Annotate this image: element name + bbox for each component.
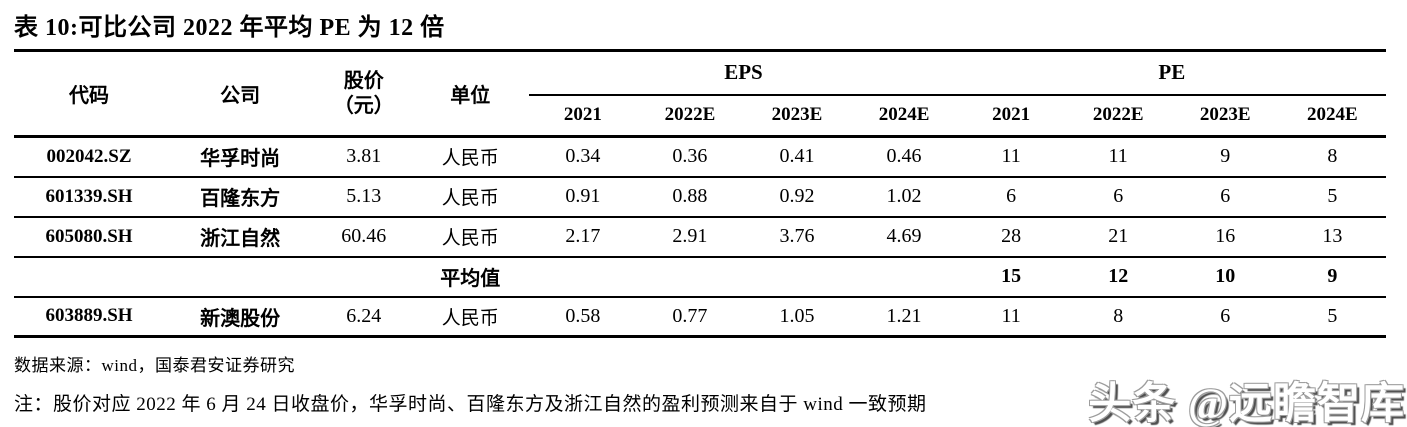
cell-eps-2021: 2.17 [529, 216, 637, 258]
cell-eps-2024e: 1.02 [850, 176, 958, 218]
cell-pe-2021: 15 [957, 256, 1065, 298]
cell-code: 603889.SH [14, 296, 165, 338]
col-header-price: 股价 （元） [316, 50, 412, 138]
cell-unit: 人民币 [411, 136, 530, 178]
table-row-huafu: 002042.SZ 华孚时尚 3.81 人民币 0.34 0.36 0.41 0… [14, 136, 1386, 178]
cell-pe-2021: 28 [957, 216, 1065, 258]
col-header-unit: 单位 [411, 50, 530, 138]
cell-eps-2023e: 0.92 [743, 176, 851, 218]
cell-company: 浙江自然 [164, 216, 317, 258]
cell-pe-2024e: 8 [1278, 136, 1386, 178]
cell-eps-2022e-empty [636, 256, 744, 298]
cell-price-empty [316, 256, 412, 298]
table-row-bailong: 601339.SH 百隆东方 5.13 人民币 0.91 0.88 0.92 1… [14, 176, 1386, 218]
cell-eps-2024e: 1.21 [850, 296, 958, 338]
cell-pe-2024e: 5 [1278, 176, 1386, 218]
cell-eps-2021-empty [529, 256, 637, 298]
cell-pe-2023e: 9 [1171, 136, 1279, 178]
cell-unit: 人民币 [411, 216, 530, 258]
cell-eps-2021: 0.34 [529, 136, 637, 178]
cell-price: 60.46 [316, 216, 412, 258]
cell-pe-2022e: 12 [1064, 256, 1172, 298]
cell-price: 5.13 [316, 176, 412, 218]
cell-pe-2022e: 21 [1064, 216, 1172, 258]
group-header-eps: EPS [529, 50, 958, 96]
cell-price: 3.81 [316, 136, 412, 178]
cell-unit: 人民币 [411, 176, 530, 218]
cell-pe-2022e: 11 [1064, 136, 1172, 178]
group-header-pe: PE [957, 50, 1386, 96]
cell-eps-2024e: 0.46 [850, 136, 958, 178]
header-year-row: 2021 2022E 2023E 2024E 2021 2022E 2023E … [14, 94, 1386, 138]
cell-company: 百隆东方 [164, 176, 317, 218]
cell-eps-2022e: 0.88 [636, 176, 744, 218]
cell-eps-2022e: 0.36 [636, 136, 744, 178]
col-header-code: 代码 [14, 50, 165, 138]
toutiao-watermark: 头条 @远瞻智库 [1088, 381, 1405, 427]
pe-year-2022e: 2022E [1064, 94, 1172, 138]
col-header-price-line2: （元） [333, 94, 394, 117]
cell-company: 新澳股份 [164, 296, 317, 338]
eps-year-2021: 2021 [529, 94, 637, 138]
cell-eps-2021: 0.91 [529, 176, 637, 218]
comparable-companies-table: 代码 公司 股价 （元） 单位 EPS PE 2021 2022E 2023E … [14, 49, 1386, 338]
cell-pe-2024e: 5 [1278, 296, 1386, 338]
footnote-line: 注：股价对应 2022 年 6 月 24 日收盘价，华孚时尚、百隆东方及浙江自然… [14, 394, 927, 415]
table-row-average: 平均值 15 12 10 9 [14, 256, 1386, 298]
cell-pe-2023e: 6 [1171, 296, 1279, 338]
cell-pe-2022e: 6 [1064, 176, 1172, 218]
col-header-price-line1: 股价 [343, 69, 384, 92]
cell-code: 605080.SH [14, 216, 165, 258]
cell-eps-2024e: 4.69 [850, 216, 958, 258]
pe-year-2021: 2021 [957, 94, 1065, 138]
col-header-company: 公司 [164, 50, 317, 138]
cell-pe-2023e: 16 [1171, 216, 1279, 258]
cell-pe-2024e: 9 [1278, 256, 1386, 298]
pe-year-2023e: 2023E [1171, 94, 1279, 138]
cell-eps-2022e: 0.77 [636, 296, 744, 338]
eps-year-2024e: 2024E [850, 94, 958, 138]
cell-pe-2021: 6 [957, 176, 1065, 218]
pe-year-2024e: 2024E [1278, 94, 1386, 138]
table-row-zhejiang: 605080.SH 浙江自然 60.46 人民币 2.17 2.91 3.76 … [14, 216, 1386, 258]
cell-company-empty [164, 256, 317, 298]
table-title: 表 10:可比公司 2022 年平均 PE 为 12 倍 [14, 15, 445, 41]
cell-eps-2021: 0.58 [529, 296, 637, 338]
table-row-xinao: 603889.SH 新澳股份 6.24 人民币 0.58 0.77 1.05 1… [14, 296, 1386, 338]
data-source-line: 数据来源：wind，国泰君安证券研究 [14, 356, 295, 375]
cell-eps-2023e: 3.76 [743, 216, 851, 258]
cell-pe-2021: 11 [957, 296, 1065, 338]
header-group-row: 代码 公司 股价 （元） 单位 EPS PE [14, 50, 1386, 138]
cell-code-empty [14, 256, 165, 298]
cell-pe-2024e: 13 [1278, 216, 1386, 258]
cell-eps-2024e-empty [850, 256, 958, 298]
eps-year-2023e: 2023E [743, 94, 851, 138]
cell-code: 002042.SZ [14, 136, 165, 178]
cell-company: 华孚时尚 [164, 136, 317, 178]
cell-unit: 人民币 [411, 296, 530, 338]
cell-eps-2022e: 2.91 [636, 216, 744, 258]
cell-pe-2023e: 6 [1171, 176, 1279, 218]
cell-code: 601339.SH [14, 176, 165, 218]
eps-year-2022e: 2022E [636, 94, 744, 138]
cell-average-label: 平均值 [411, 256, 530, 298]
cell-eps-2023e: 1.05 [743, 296, 851, 338]
cell-pe-2021: 11 [957, 136, 1065, 178]
cell-eps-2023e: 0.41 [743, 136, 851, 178]
cell-eps-2023e-empty [743, 256, 851, 298]
cell-price: 6.24 [316, 296, 412, 338]
cell-pe-2023e: 10 [1171, 256, 1279, 298]
cell-pe-2022e: 8 [1064, 296, 1172, 338]
